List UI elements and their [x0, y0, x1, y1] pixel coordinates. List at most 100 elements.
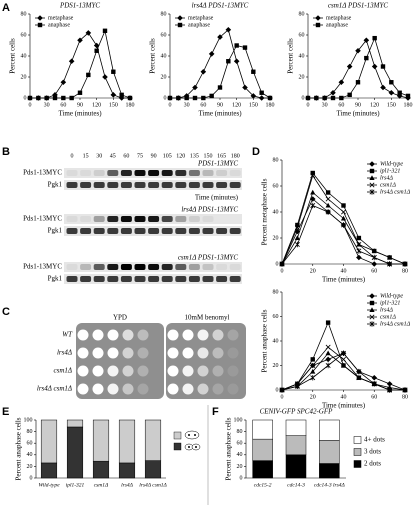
blot-row-label: Pgk1 [48, 227, 63, 235]
y-tick-label: 40 [21, 53, 27, 59]
marker [310, 375, 316, 381]
blot-row-label: Pds1-13MYC [23, 263, 62, 271]
lane-label: 120 [176, 153, 185, 159]
blot-band [161, 170, 173, 176]
marker [330, 89, 336, 96]
blot-row-label: Pgk1 [48, 275, 63, 283]
lane-label: 30 [96, 153, 102, 159]
blot-band [216, 170, 228, 176]
y-tick-label: 60 [273, 314, 279, 320]
x-tick-label: lrs4Δ [121, 481, 133, 488]
marker [86, 72, 91, 78]
x-tick-label: cdc14-3 lrs4Δ [314, 481, 345, 488]
lane-label: 60 [123, 153, 129, 159]
blot-band [175, 228, 187, 234]
colony-spot [212, 383, 224, 395]
marker [177, 22, 183, 28]
blot-band [229, 264, 241, 270]
blot-band [107, 170, 119, 176]
marker [242, 45, 248, 50]
y-axis-label: Percent cells [287, 38, 295, 74]
marker [259, 90, 264, 95]
y-tick-label: 0 [240, 475, 243, 481]
y-tick-label: 20 [273, 363, 279, 369]
x-tick-label: 60 [200, 102, 206, 108]
x-tick-label: 60 [371, 268, 377, 274]
blot-band [202, 276, 214, 282]
colony-spot [182, 365, 194, 377]
legend-swatch [353, 448, 362, 456]
bar-segment [285, 454, 307, 479]
legend-label: ipl1-321 [380, 300, 400, 306]
marker [310, 189, 316, 195]
legend-label: anaphase [48, 22, 70, 28]
bar-segment [92, 460, 110, 479]
y-axis-label: Percent anaphase cells [15, 417, 23, 480]
lane-label: 135 [190, 153, 199, 159]
legend-icons [173, 430, 201, 451]
legend-label: lrs4Δ [380, 306, 393, 313]
marker [340, 215, 347, 221]
marker [44, 95, 49, 101]
marker [94, 48, 99, 53]
colony-spot [122, 347, 134, 359]
y-tick-label: 20 [161, 74, 167, 80]
blot-band [107, 228, 119, 234]
blot-band [134, 182, 146, 188]
marker [295, 222, 300, 228]
legend-swatch [173, 431, 182, 440]
marker [369, 307, 375, 312]
marker [371, 261, 378, 267]
blot-band [148, 276, 160, 282]
marker [184, 95, 189, 101]
marker [387, 261, 393, 267]
blot-band [202, 264, 214, 270]
legend-label: csm1Δ [380, 314, 396, 320]
marker [339, 95, 344, 101]
legend-label: Wild-type [380, 161, 403, 167]
x-tick-label: 20 [310, 268, 316, 274]
y-tick-label: 40 [161, 53, 167, 59]
x-tick-label: 120 [232, 102, 241, 108]
marker [250, 93, 257, 99]
x-tick-label: 0 [281, 268, 284, 274]
marker [371, 381, 377, 387]
marker [310, 368, 316, 374]
marker [242, 84, 248, 91]
colony-spot [227, 329, 239, 341]
colony-spot [77, 365, 89, 377]
x-tick-label: 120 [370, 102, 379, 108]
marker [209, 93, 214, 99]
x-tick-label: lrs4Δ csm1Δ [139, 481, 167, 488]
marker [356, 254, 362, 261]
marker [371, 248, 377, 253]
y-tick-label: 0 [276, 387, 279, 393]
lane-label: 105 [163, 153, 172, 159]
blot-band [107, 264, 119, 270]
marker [372, 35, 377, 41]
marker [258, 95, 265, 101]
blot-band [188, 276, 200, 282]
y-tick-label: 80 [161, 11, 167, 17]
marker [208, 51, 215, 57]
blot-band [66, 170, 78, 176]
marker [371, 254, 377, 261]
x-tick-label: 60 [371, 394, 377, 400]
marker [371, 63, 378, 70]
chart-title: lrs4Δ PDS1-13MYC [192, 2, 249, 10]
y-axis-label: Percent anaphase cells [225, 417, 233, 480]
blot-band [216, 264, 228, 270]
marker [68, 58, 75, 65]
x-tick-label: 40 [341, 394, 347, 400]
blot-band [66, 182, 78, 188]
dot-icon [188, 434, 190, 436]
blot-band [188, 264, 200, 270]
legend-label: metaphase [326, 15, 352, 21]
blot-band [66, 228, 78, 234]
blot-band [93, 228, 105, 234]
marker [177, 15, 183, 21]
x-tick-label: 30 [322, 102, 328, 108]
y-tick-label: 40 [299, 53, 305, 59]
x-tick-label: 60 [60, 102, 66, 108]
